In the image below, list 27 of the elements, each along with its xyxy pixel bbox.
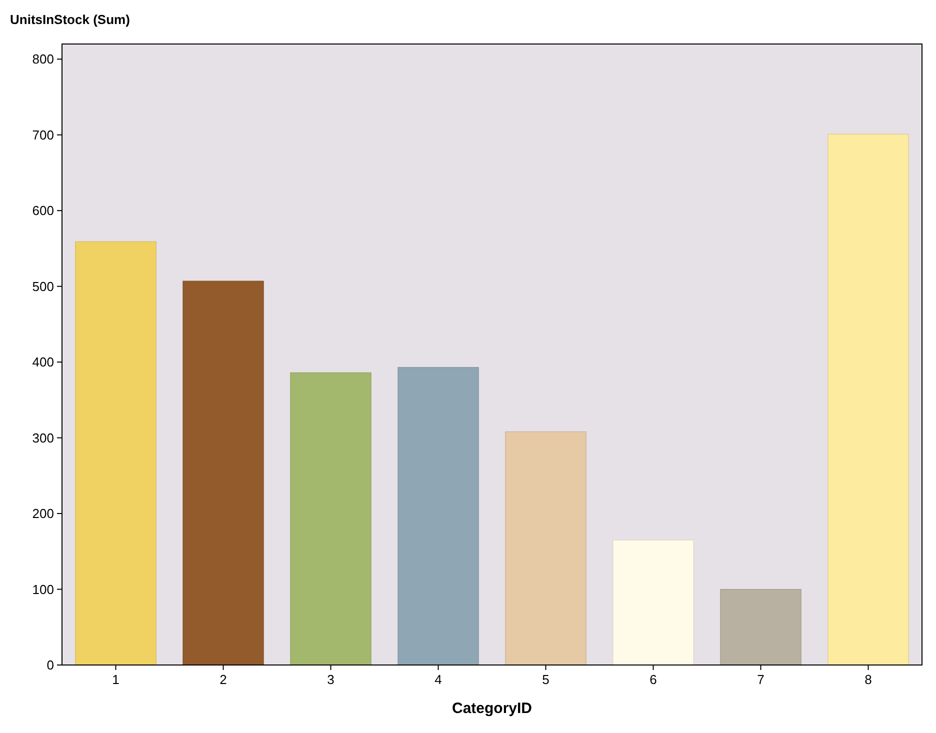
- y-tick-label: 600: [32, 203, 54, 218]
- y-tick-label: 800: [32, 52, 54, 67]
- bar: [828, 134, 909, 666]
- x-tick-label: 8: [864, 672, 872, 687]
- y-tick-label: 200: [32, 506, 54, 522]
- x-tick-label: 1: [112, 672, 120, 687]
- y-tick-label: 100: [32, 582, 54, 597]
- bar: [398, 367, 479, 666]
- x-tick-label: 3: [327, 672, 334, 687]
- y-tick-label: 700: [32, 127, 54, 142]
- bar: [182, 280, 264, 666]
- x-tick-label: 5: [542, 672, 550, 687]
- y-axis-title: UnitsInStock (Sum): [10, 12, 130, 27]
- y-tick-label: 300: [32, 430, 54, 446]
- bar: [290, 372, 372, 666]
- y-tick-label: 400: [32, 354, 54, 370]
- bar: [75, 241, 156, 666]
- x-tick-label: 4: [434, 672, 442, 687]
- bar: [505, 431, 586, 666]
- x-tick-label: 2: [220, 672, 227, 687]
- x-tick-label: 7: [757, 672, 764, 687]
- y-tick-label: 0: [46, 658, 54, 673]
- x-axis-title: CategoryID: [452, 700, 532, 717]
- bar: [720, 589, 802, 666]
- y-tick-label: 500: [32, 278, 54, 294]
- x-tick-label: 6: [650, 672, 657, 687]
- bar: [612, 540, 694, 666]
